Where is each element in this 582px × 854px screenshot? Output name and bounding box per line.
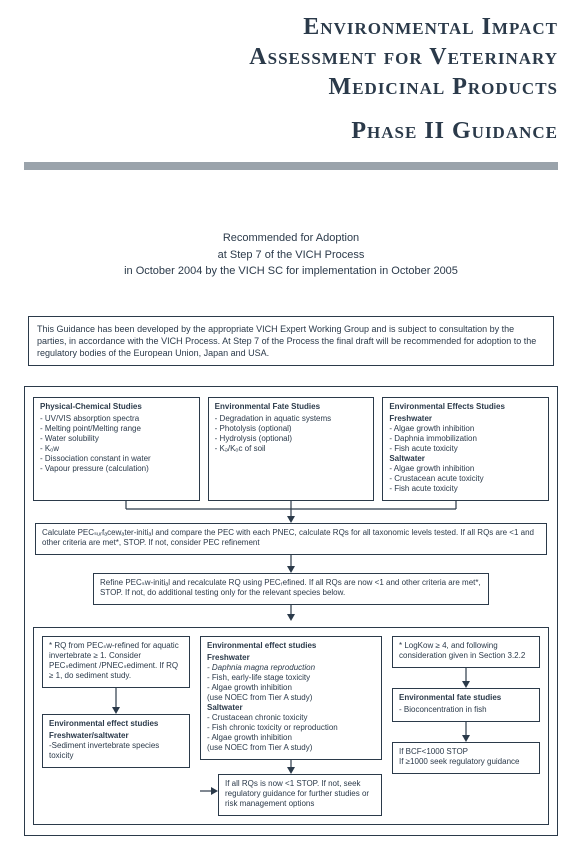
arrow-down-icon — [281, 760, 301, 774]
recommend-line-1: Recommended for Adoption — [24, 230, 558, 247]
logkow-box: * LogKow ≥ 4, and following consideratio… — [392, 636, 540, 668]
arrow-right-icon — [200, 774, 218, 808]
recommendation-block: Recommended for Adoption at Step 7 of th… — [24, 230, 558, 280]
arrow-down-icon — [281, 555, 301, 573]
box-head: Environmental Effects Studies — [389, 402, 542, 412]
arrow-down-icon — [41, 501, 541, 523]
refine-pec-box: Refine PECₛw-initiₐl and recalculate RQ … — [93, 573, 489, 605]
title-line-4: Phase II Guidance — [24, 116, 558, 146]
tier-b-mid-column: Environmental effect studies Freshwater … — [200, 636, 382, 816]
divider-bar — [24, 162, 558, 170]
arrow-down-icon — [456, 668, 476, 688]
arrow-down-icon — [456, 722, 476, 742]
rq-sediment-box: * RQ from PECₛw-refined for aquatic inve… — [42, 636, 190, 688]
tier-b-left-column: * RQ from PECₛw-refined for aquatic inve… — [42, 636, 190, 816]
flowchart-container: Physical-Chemical Studies - UV/VIS absor… — [24, 386, 558, 836]
tier-a-studies-row: Physical-Chemical Studies - UV/VIS absor… — [33, 397, 549, 501]
bioconcentration-box: Environmental fate studies - Bioconcentr… — [392, 688, 540, 722]
box-head: Environmental Fate Studies — [215, 402, 368, 412]
notice-box: This Guidance has been developed by the … — [28, 316, 554, 366]
document-title: Environmental Impact Assessment for Vete… — [24, 12, 558, 146]
box-head: Physical-Chemical Studies — [40, 402, 193, 412]
tier-b-right-column: * LogKow ≥ 4, and following consideratio… — [392, 636, 540, 816]
recommend-line-3: in October 2004 by the VICH SC for imple… — [24, 263, 558, 280]
recommend-line-2: at Step 7 of the VICH Process — [24, 247, 558, 264]
title-line-3: Medicinal Products — [24, 72, 558, 102]
calculate-pec-box: Calculate PECₛᵤᵣfₐcewₐter-initiₐl and co… — [35, 523, 547, 555]
environmental-fate-box: Environmental Fate Studies - Degradation… — [208, 397, 375, 501]
title-line-2: Assessment for Veterinary — [24, 42, 558, 72]
rq-stop-box: If all RQs is now <1 STOP. If not, seek … — [218, 774, 382, 816]
arrow-down-icon — [106, 688, 126, 714]
title-line-1: Environmental Impact — [24, 12, 558, 42]
sediment-effect-box: Environmental effect studies Freshwater/… — [42, 714, 190, 768]
environmental-effects-box: Environmental Effects Studies Freshwater… — [382, 397, 549, 501]
physical-chemical-box: Physical-Chemical Studies - UV/VIS absor… — [33, 397, 200, 501]
bcf-stop-box: If BCF<1000 STOP If ≥1000 seek regulator… — [392, 742, 540, 774]
tier-b-container: * RQ from PECₛw-refined for aquatic inve… — [33, 627, 549, 825]
arrow-down-icon — [281, 605, 301, 621]
tier-b-effect-studies-box: Environmental effect studies Freshwater … — [200, 636, 382, 760]
